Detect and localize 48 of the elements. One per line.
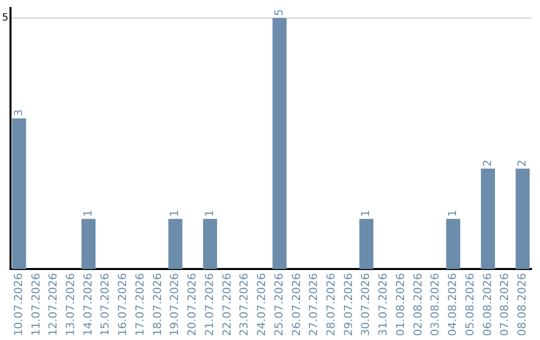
x-tick-label: 10.07.2026 [12, 273, 25, 336]
x-tick-label: 07.08.2026 [498, 273, 512, 336]
x-tick-label: 02.08.2026 [411, 273, 424, 336]
bar [203, 218, 218, 270]
x-tick-label: 25.07.2026 [272, 273, 286, 336]
x-tick-label: 27.07.2026 [307, 273, 320, 336]
data-label: 5 [272, 9, 286, 16]
x-tick-label: 24.07.2026 [255, 273, 268, 336]
x-tick-label: 31.07.2026 [376, 273, 390, 336]
x-tick-label: 03.08.2026 [428, 273, 442, 336]
x-tick-label: 22.07.2026 [220, 273, 234, 336]
x-tick-label: 29.07.2026 [342, 273, 355, 336]
x-tick-label: 16.07.2026 [116, 273, 130, 336]
data-label: 1 [359, 210, 372, 217]
x-tick-label: 11.07.2026 [29, 273, 42, 336]
x-tick-label: 12.07.2026 [46, 273, 60, 336]
bar [82, 218, 96, 270]
x-tick-label: 06.08.2026 [480, 273, 494, 336]
x-tick-label: 05.08.2026 [463, 273, 476, 336]
data-label: 1 [168, 210, 182, 217]
data-label: 1 [81, 210, 94, 217]
x-tick-label: 01.08.2026 [394, 273, 407, 336]
bar [12, 118, 26, 270]
bar [446, 218, 460, 270]
x-tick-label: 28.07.2026 [324, 273, 338, 336]
bar [480, 168, 495, 270]
x-tick-label: 19.07.2026 [168, 273, 182, 336]
data-label: 1 [202, 210, 216, 217]
x-tick-label: 18.07.2026 [150, 273, 164, 336]
bar [516, 168, 530, 270]
x-tick-label: 20.07.2026 [186, 273, 199, 336]
data-label: 1 [446, 210, 460, 217]
x-tick-label: 17.07.2026 [133, 273, 146, 336]
x-tick-label: 04.08.2026 [446, 273, 460, 336]
data-label: 2 [516, 160, 529, 167]
bar [272, 18, 287, 270]
data-label: 3 [12, 109, 25, 116]
x-tick-label: 23.07.2026 [238, 273, 251, 336]
x-tick-label: 30.07.2026 [359, 273, 372, 336]
bar [359, 218, 374, 270]
data-label: 2 [480, 160, 494, 167]
x-tick-label: 15.07.2026 [98, 273, 112, 336]
x-tick-label: 08.08.2026 [516, 273, 529, 336]
x-tick-label: 21.07.2026 [202, 273, 216, 336]
x-tick-label: 26.07.2026 [290, 273, 303, 336]
bar [168, 218, 182, 270]
x-tick-label: 13.07.2026 [64, 273, 78, 336]
x-tick-label: 14.07.2026 [81, 273, 94, 336]
